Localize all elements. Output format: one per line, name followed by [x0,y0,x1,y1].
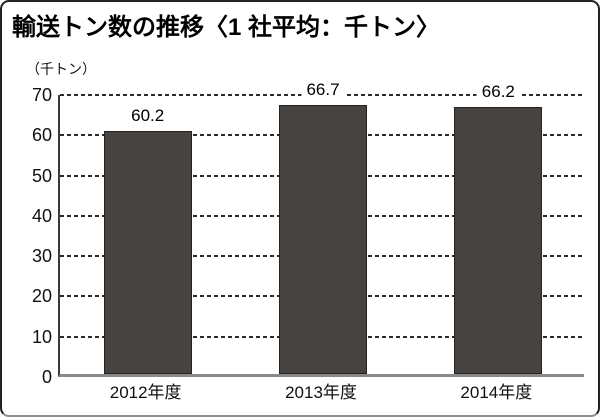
bar [454,107,543,374]
y-tick-label: 70 [31,85,52,105]
y-tick-label: 10 [31,326,52,347]
x-tick-label: 2012年度 [109,383,182,402]
y-tick-label: 50 [31,165,52,186]
y-tick-label: 30 [31,246,52,267]
x-tick-label: 2014年度 [460,383,533,402]
bar [279,105,367,374]
bar [103,131,192,374]
bar-value-label: 66.2 [476,83,520,102]
bar-value-label: 66.7 [301,81,345,100]
bar-value-label: 60.2 [126,107,170,126]
y-tick-label: 20 [31,286,52,307]
y-tick-label: 40 [31,205,52,226]
y-tick-label: 60 [31,125,52,146]
y-axis-unit-label: （千トン） [26,61,96,77]
x-tick-label: 2013年度 [285,383,357,402]
chart-title: 輸送トン数の推移〈1 社平均：千トン〉 [12,14,441,41]
y-tick-label: 0 [41,367,52,387]
plot-area: 60.2 66.7 66.2 [58,81,584,377]
